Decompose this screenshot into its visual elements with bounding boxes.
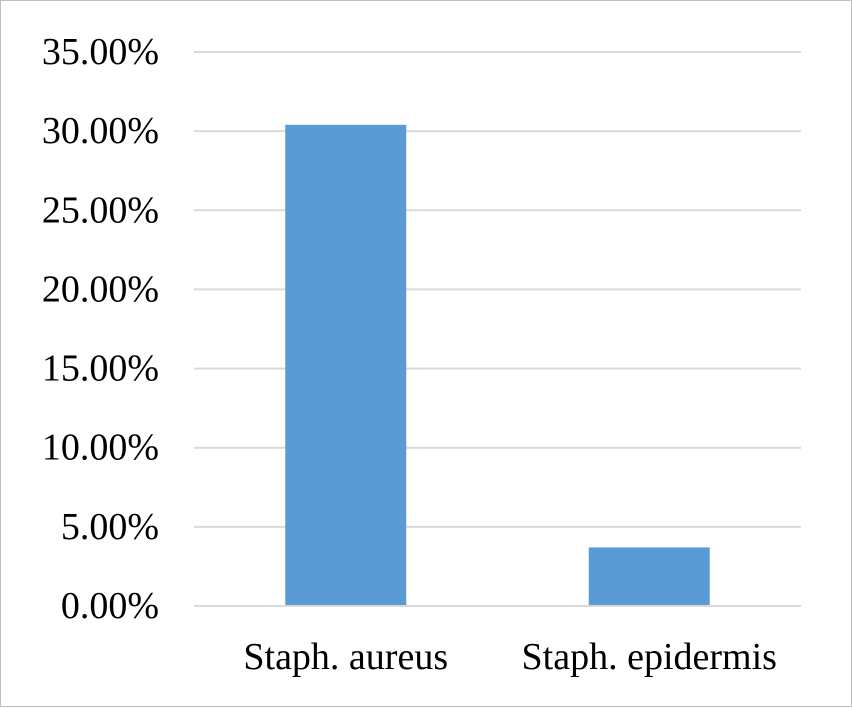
bars [194,124,801,607]
y-tick-label: 35.00% [42,31,159,73]
bar-staph-aureus [285,124,407,606]
y-tick-label: 20.00% [42,268,159,310]
y-tick-label: 25.00% [42,189,159,231]
y-tick-label: 10.00% [42,427,159,469]
y-tick-label: 15.00% [42,348,159,390]
x-axis-category-labels: Staph. aureus Staph. epidermis [243,636,777,678]
y-tick-label: 30.00% [42,110,159,152]
gridlines [194,51,801,607]
bar-staph-epidermis [588,547,710,606]
y-tick-label: 5.00% [61,506,159,548]
x-category-label: Staph. aureus [243,636,448,678]
y-axis-tick-labels: 0.00% 5.00% 10.00% 15.00% 20.00% 25.00% 30.00%… [42,31,159,627]
x-category-label: Staph. epidermis [522,636,777,678]
y-tick-label: 0.00% [61,585,159,627]
